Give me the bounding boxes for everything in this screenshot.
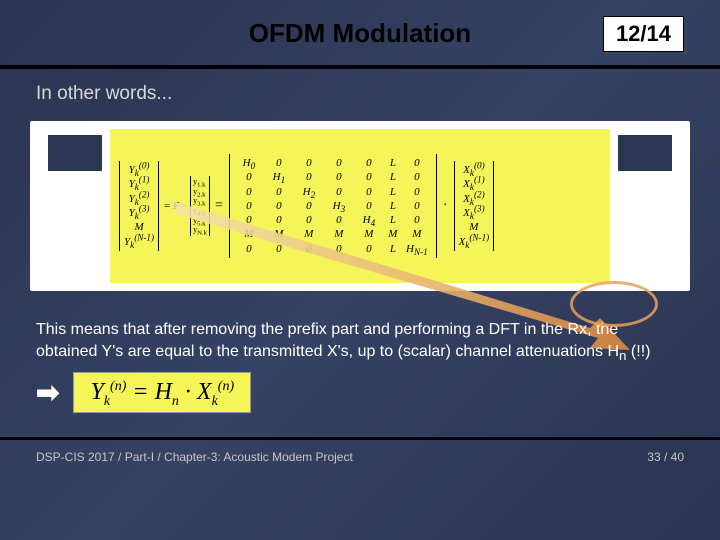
footer-right: 33 / 40: [647, 450, 684, 464]
section-page-badge: 12/14: [603, 16, 684, 52]
dot-sign: ·: [443, 198, 448, 214]
slide-footer: DSP-CIS 2017 / Part-I / Chapter-3: Acous…: [0, 440, 720, 464]
Y-vector: Yk(0) Yk(1) Yk(2) Yk(3) M Yk(N-1): [119, 161, 159, 251]
equation-row: ➡ Yk(n) = Hn · Xk(n): [0, 372, 720, 413]
slide-header: OFDM Modulation 12/14: [0, 0, 720, 59]
matrix-panel: Yk(0) Yk(1) Yk(2) Yk(3) M Yk(N-1) = F · …: [30, 121, 690, 291]
subtitle: In other words...: [0, 69, 720, 115]
dark-accent-right: [618, 135, 672, 171]
F-label: = F ·: [164, 200, 186, 212]
H-matrix: H00000L0 0H1000L0 00H200L0 000H30L0 0000…: [229, 154, 437, 258]
dft-highlight-circle: [570, 281, 658, 327]
footer-left: DSP-CIS 2017 / Part-I / Chapter-3: Acous…: [36, 450, 353, 464]
body-paragraph: This means that after removing the prefi…: [36, 321, 650, 360]
X-vector: Xk(0) Xk(1) Xk(2) Xk(3) M Xk(N-1): [454, 161, 495, 251]
right-arrow-icon: ➡: [36, 376, 59, 409]
matrix-equation: Yk(0) Yk(1) Yk(2) Yk(3) M Yk(N-1) = F · …: [110, 129, 610, 283]
equals-sign: =: [215, 198, 223, 214]
key-equation: Yk(n) = Hn · Xk(n): [73, 372, 251, 413]
dark-accent-left: [48, 135, 102, 171]
y-small-vector: y1.ky2.ky3.k y4.ky5.kyN.k: [190, 176, 210, 236]
slide-title: OFDM Modulation: [40, 18, 680, 49]
body-text: This means that after removing the prefi…: [0, 291, 720, 362]
